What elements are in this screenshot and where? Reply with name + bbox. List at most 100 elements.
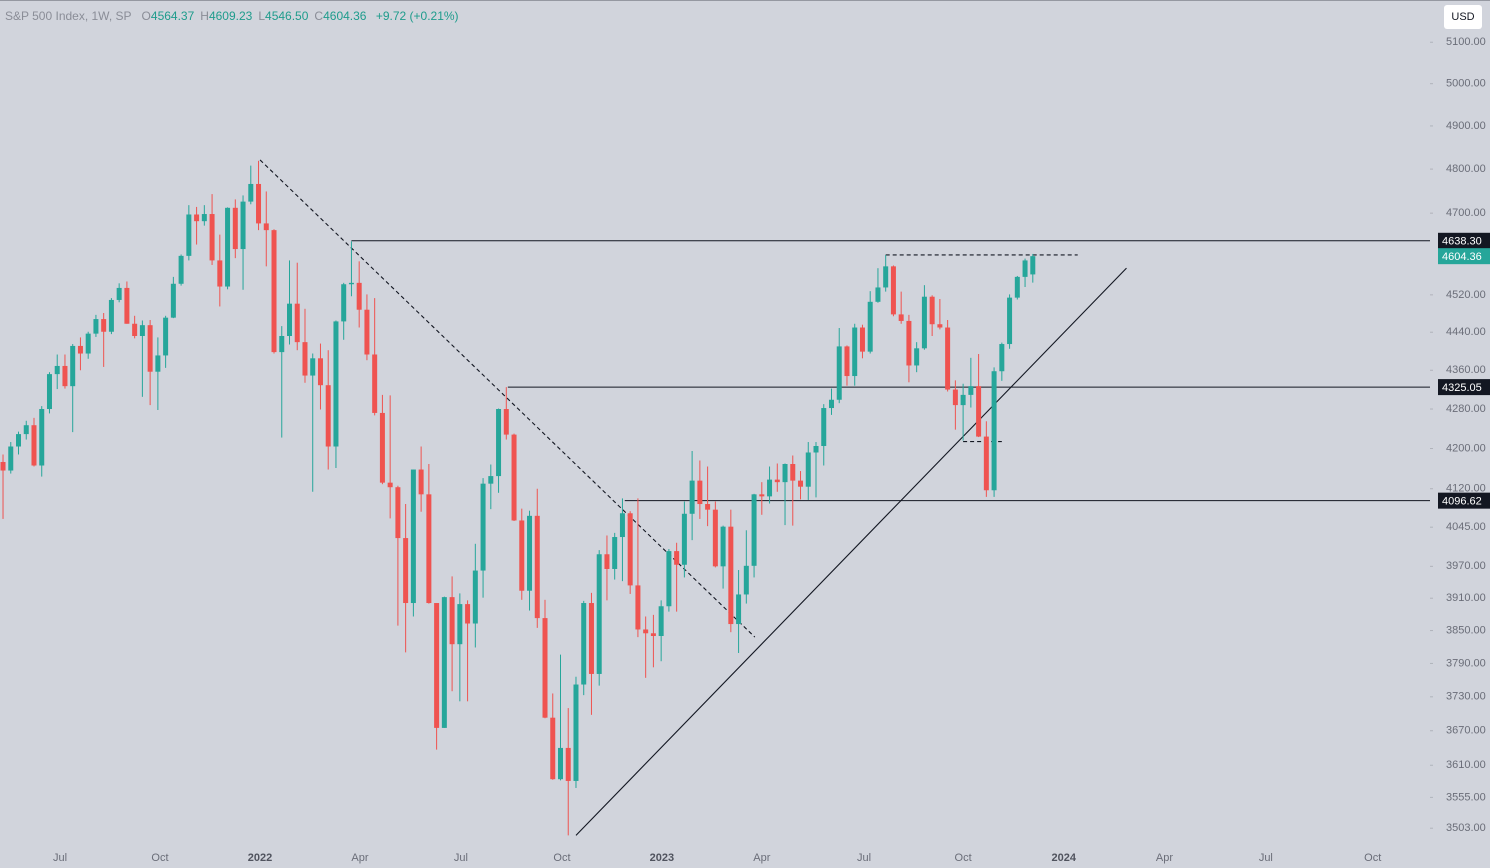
x-tick-label: Oct: [1364, 852, 1381, 864]
candle-body: [612, 537, 618, 569]
candle-body: [155, 355, 161, 372]
x-tick-label: Jul: [1259, 852, 1273, 864]
candle-body: [527, 515, 533, 591]
x-tick-label: Jul: [454, 852, 468, 864]
level-label: 4325.05: [1442, 382, 1482, 394]
field-value: 4609.23: [208, 9, 253, 23]
candle-body: [542, 618, 548, 718]
candle-body: [395, 487, 401, 539]
candle-body: [387, 482, 393, 488]
candle-body: [449, 597, 455, 645]
last-price-box: [1438, 248, 1490, 265]
x-tick-label: Oct: [151, 852, 168, 864]
candle-body: [77, 345, 83, 354]
candle-body: [16, 434, 22, 447]
candle-body: [70, 345, 76, 387]
candle-body: [178, 255, 184, 284]
candle-body: [410, 469, 416, 604]
candle-body: [31, 425, 37, 466]
candle-body: [348, 282, 354, 285]
candle-body: [294, 303, 300, 343]
candle-body: [441, 597, 447, 728]
x-tick-label: 2022: [248, 852, 272, 864]
candle-body: [333, 321, 339, 447]
field-label: L: [258, 9, 266, 23]
last-price-label: 4604.36: [1442, 251, 1482, 263]
candle-body: [743, 565, 749, 595]
level-label-box: [1438, 492, 1490, 509]
candle-body: [534, 515, 540, 619]
candle-body: [697, 480, 703, 505]
currency-button[interactable]: USD: [1444, 5, 1482, 29]
candle-body: [271, 230, 277, 353]
level-label-box: [1438, 379, 1490, 396]
candle-body: [248, 183, 254, 202]
candle-body: [782, 463, 788, 483]
y-tick-label: 4800.00: [1446, 163, 1486, 175]
candle-body: [596, 554, 602, 674]
candle-body: [232, 207, 238, 250]
candle-body: [619, 513, 625, 538]
y-tick-label: 4120.00: [1446, 483, 1486, 495]
candle-body: [256, 183, 262, 224]
candle-body: [836, 346, 842, 400]
y-tick-label: 4440.00: [1446, 326, 1486, 338]
candle-body: [0, 461, 6, 471]
y-tick-label: 3610.00: [1446, 759, 1486, 771]
candle-body: [867, 301, 873, 352]
candle-body: [650, 633, 656, 637]
y-tick-label: 4360.00: [1446, 364, 1486, 376]
y-tick-label: 3670.00: [1446, 725, 1486, 737]
candle-body: [929, 296, 935, 325]
candle-body: [790, 463, 796, 481]
candle-body: [279, 335, 285, 353]
candle-body: [859, 327, 865, 352]
candle-body: [681, 513, 687, 565]
candle-body: [674, 551, 680, 565]
candle-body: [1007, 297, 1013, 345]
candle-body: [952, 389, 958, 406]
candle-body: [976, 386, 982, 437]
level-label-box: [1438, 232, 1490, 249]
ohlc-fields: O4564.37 H4609.23 L4546.50 C4604.36: [142, 9, 373, 23]
change: +9.72 (+0.21%): [375, 9, 459, 23]
level-label: 4096.62: [1442, 496, 1482, 508]
candle-body: [1030, 256, 1036, 275]
field-value: 4604.36: [323, 9, 367, 23]
candle-body: [991, 371, 997, 491]
candle-body: [225, 207, 231, 287]
candle-body: [194, 214, 200, 222]
x-tick-label: Apr: [351, 852, 368, 864]
candle-body: [217, 260, 223, 287]
candle-body: [728, 526, 734, 625]
candle-body: [511, 434, 517, 521]
candle-body: [108, 299, 114, 332]
candle-body: [372, 354, 378, 413]
x-tick-label: 2024: [1052, 852, 1077, 864]
candle-body: [581, 603, 587, 685]
candle-body: [503, 409, 509, 435]
y-tick-label: 3910.00: [1446, 592, 1486, 604]
candle-body: [805, 452, 811, 487]
candle-body: [85, 333, 91, 354]
field-label: H: [200, 9, 209, 23]
candle-body: [604, 554, 610, 569]
candle-body: [759, 494, 765, 497]
y-tick-label: 3555.00: [1446, 791, 1486, 803]
candle-body: [364, 309, 370, 355]
trendline: [575, 267, 1127, 836]
candle-body: [426, 494, 432, 604]
candle-body: [999, 344, 1005, 372]
y-tick-label: 3730.00: [1446, 691, 1486, 703]
level-label: 4638.30: [1442, 236, 1482, 248]
field-value: 4546.50: [265, 9, 309, 23]
candle-body: [720, 526, 726, 567]
candle-body: [844, 346, 850, 377]
candle-body: [689, 480, 695, 514]
candle-body: [403, 538, 409, 604]
candle-body: [54, 365, 60, 375]
candle-body: [263, 223, 269, 231]
candle-body: [201, 214, 207, 222]
x-tick-label: Jul: [857, 852, 871, 864]
